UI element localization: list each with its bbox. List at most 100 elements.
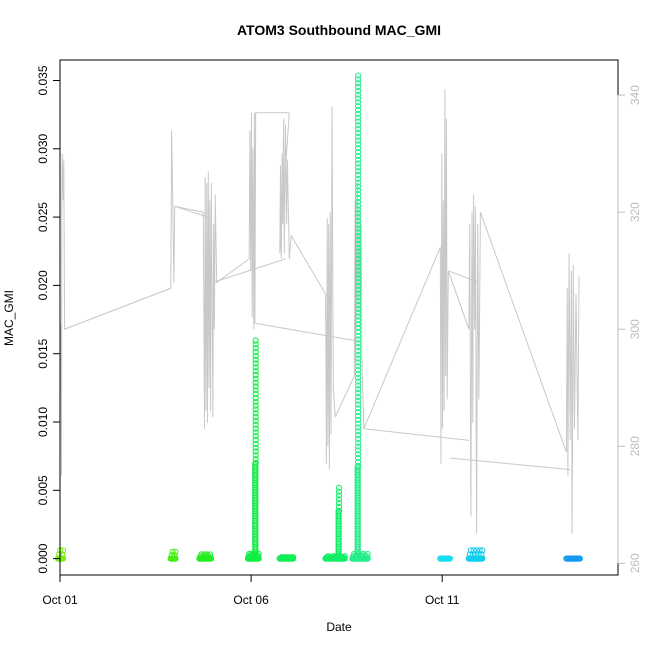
data-point (355, 110, 362, 117)
data-point (355, 106, 362, 114)
secondary-series-line (60, 89, 580, 535)
data-point (355, 164, 362, 171)
data-point (355, 367, 362, 374)
data-point (355, 447, 362, 454)
data-point (355, 76, 362, 83)
data-point (355, 152, 362, 159)
data-point (335, 484, 343, 491)
data-point (355, 370, 362, 377)
y2-tick-label: 320 (628, 202, 642, 222)
data-point (355, 91, 362, 98)
data-point (355, 271, 362, 278)
data-point (355, 160, 362, 167)
y-tick-label: 0.020 (36, 270, 50, 300)
data-point (355, 233, 362, 240)
points-layer (55, 72, 583, 562)
data-point (355, 420, 362, 427)
data-point (355, 156, 362, 163)
data-point (355, 149, 362, 156)
data-point (252, 364, 259, 371)
data-point (355, 305, 362, 312)
data-point (355, 114, 362, 121)
data-point (252, 337, 259, 344)
data-point (355, 435, 362, 442)
x-tick-label: Oct 06 (233, 593, 269, 607)
data-point (355, 95, 362, 102)
data-point (478, 551, 485, 558)
data-point (355, 191, 362, 198)
data-point (355, 412, 362, 420)
data-point (355, 290, 362, 297)
data-point (355, 145, 362, 152)
data-point (355, 382, 362, 389)
data-point (355, 324, 362, 332)
data-point (255, 553, 262, 560)
data-point (355, 187, 362, 194)
data-point (355, 409, 362, 416)
data-point (341, 555, 348, 562)
data-point (355, 298, 362, 305)
data-point (252, 360, 259, 367)
data-point (355, 455, 362, 462)
secondary-series-connector (174, 205, 212, 219)
data-point (355, 72, 362, 79)
data-point (355, 405, 362, 412)
data-point (355, 225, 362, 232)
data-point (252, 352, 259, 359)
data-point (252, 356, 259, 363)
data-point (355, 137, 362, 144)
data-point (355, 122, 362, 129)
secondary-series-connector (448, 270, 479, 283)
data-point (355, 214, 362, 221)
data-point (172, 548, 179, 555)
data-point (354, 467, 361, 474)
y2-tick-label: 260 (628, 553, 642, 573)
data-point (355, 202, 362, 209)
data-point (355, 282, 362, 289)
axes-layer: 0.000 0.005 0.010 0.015 0.020 0.025 0.030 0.035… (36, 65, 642, 607)
data-point (355, 424, 362, 431)
data-point (252, 462, 259, 469)
data-point (252, 417, 259, 424)
data-point (252, 448, 259, 455)
data-point (355, 397, 362, 404)
data-point (252, 456, 259, 463)
data-point (206, 551, 214, 558)
data-point (355, 336, 362, 343)
data-point (252, 436, 259, 444)
data-point (252, 345, 259, 352)
data-point (335, 496, 343, 503)
data-point (341, 553, 348, 560)
secondary-series-connector (212, 258, 286, 283)
data-point (207, 555, 215, 562)
data-point (355, 236, 362, 244)
data-point (355, 263, 362, 270)
data-point (355, 416, 362, 423)
y-tick-label: 0.005 (36, 475, 50, 505)
data-point (252, 444, 259, 451)
data-point (252, 414, 259, 421)
data-point (289, 554, 296, 562)
data-point (355, 347, 362, 355)
data-point (355, 168, 362, 175)
data-point (355, 317, 362, 324)
data-point (355, 428, 362, 435)
data-point (355, 340, 362, 347)
data-point (252, 387, 259, 394)
secondary-series-connector (64, 287, 172, 330)
data-point (355, 439, 362, 446)
data-point (252, 375, 259, 382)
data-point (355, 80, 362, 87)
data-point (252, 440, 259, 447)
data-point (335, 503, 343, 511)
data-point (355, 313, 362, 320)
data-point (252, 459, 259, 467)
data-point (252, 349, 259, 356)
data-point (355, 221, 362, 228)
data-point (355, 87, 362, 95)
data-point (335, 500, 343, 507)
data-point (252, 398, 259, 405)
data-point (355, 252, 362, 259)
data-point (355, 332, 362, 339)
data-point (355, 328, 362, 335)
